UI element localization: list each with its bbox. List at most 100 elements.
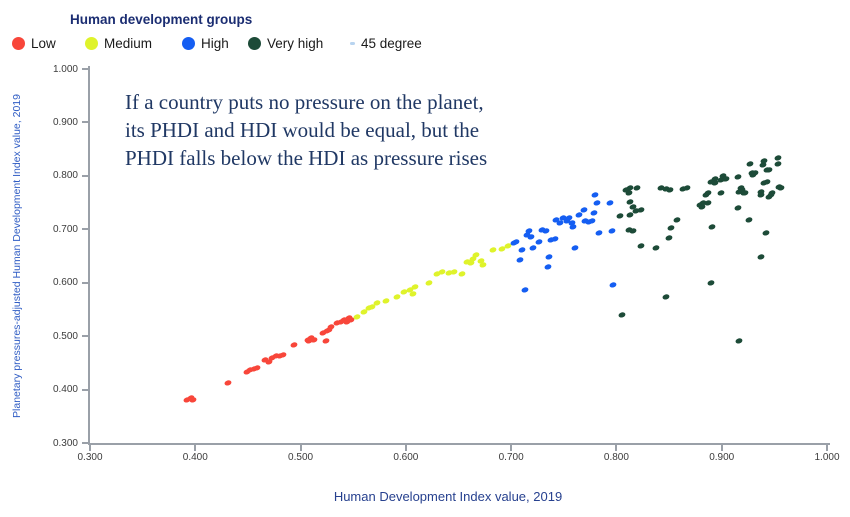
data-point-very-high: [633, 184, 642, 192]
data-point-medium: [409, 290, 418, 298]
data-point-very-high: [716, 189, 725, 198]
data-point-very-high: [652, 244, 661, 252]
data-point-low: [310, 336, 319, 344]
low-marker-icon: [12, 36, 25, 50]
data-point-very-high: [733, 173, 742, 181]
high-marker-icon: [182, 36, 195, 50]
data-point-high: [544, 252, 554, 261]
data-point-very-high: [667, 224, 676, 232]
data-point-low: [223, 379, 233, 387]
legend-item-label: Medium: [104, 35, 153, 51]
data-point-very-high: [756, 191, 765, 199]
data-point-very-high: [665, 186, 675, 194]
data-point-high: [594, 229, 603, 237]
x-tick-label: 0.700: [498, 452, 524, 463]
y-axis-line: [88, 66, 90, 445]
y-tick-label: 0.600: [52, 277, 78, 289]
data-point-very-high: [746, 160, 755, 168]
y-tick-label: 0.800: [52, 170, 78, 182]
data-point-very-high: [733, 204, 742, 212]
data-point-medium: [424, 279, 434, 287]
data-point-high: [579, 206, 588, 214]
data-point-very-high: [740, 189, 750, 198]
x-tick-label: 1.000: [814, 452, 840, 463]
legend-item-45-degree[interactable]: 45 degree: [350, 33, 422, 53]
data-point-high: [534, 238, 543, 246]
y-tick: [82, 388, 88, 391]
data-point-very-high: [617, 311, 626, 319]
y-tick: [82, 228, 88, 231]
legend-item-high[interactable]: High: [182, 33, 229, 53]
data-point-high: [541, 227, 551, 235]
data-point-low: [321, 337, 330, 346]
data-point-high: [527, 233, 536, 241]
data-point-low: [253, 364, 262, 372]
very-high-marker-icon: [248, 36, 261, 50]
data-point-high: [608, 227, 617, 235]
data-point-very-high: [773, 160, 782, 168]
y-tick-label: 0.900: [52, 116, 78, 128]
data-point-high: [609, 281, 618, 289]
45-degree-marker-icon: [350, 41, 355, 45]
legend-item-very-high[interactable]: Very high: [248, 33, 323, 53]
data-point-high: [517, 246, 526, 254]
y-tick-label: 1.000: [52, 63, 78, 75]
y-tick: [82, 68, 88, 70]
y-tick: [82, 442, 88, 444]
annotation-line-3: PHDI falls below the HDI as pressure ris…: [125, 146, 488, 170]
data-point-very-high: [664, 234, 674, 242]
legend: Low Medium High Very high 45 degree: [0, 33, 850, 53]
data-point-medium: [373, 299, 382, 307]
legend-item-low[interactable]: Low: [12, 33, 56, 53]
data-point-high: [571, 244, 580, 252]
data-point-high: [515, 256, 524, 264]
annotation-line-2: its PHDI and HDI would be equal, but the: [125, 118, 480, 142]
x-tick: [510, 445, 513, 451]
x-axis-title: Human Development Index value, 2019: [333, 489, 563, 504]
data-point-high: [591, 191, 600, 199]
medium-marker-icon: [85, 36, 98, 50]
data-point-very-high: [762, 178, 772, 186]
data-point-high: [569, 223, 578, 231]
data-point-low: [290, 341, 299, 349]
data-point-medium: [457, 270, 466, 278]
data-point-low: [189, 396, 198, 404]
data-point-very-high: [744, 216, 754, 224]
data-point-very-high: [707, 279, 716, 287]
data-point-very-high: [661, 293, 671, 301]
x-tick: [615, 445, 618, 451]
x-tick: [826, 445, 828, 451]
data-point-medium: [450, 268, 459, 276]
data-point-very-high: [708, 223, 717, 231]
x-tick: [404, 445, 407, 451]
data-point-very-high: [761, 229, 771, 237]
annotation-line-1: If a country puts no pressure on the pla…: [125, 90, 484, 114]
data-point-very-high: [721, 174, 731, 183]
y-tick: [82, 174, 88, 177]
x-tick-label: 0.500: [288, 452, 314, 463]
x-tick: [720, 445, 723, 451]
data-point-very-high: [764, 166, 774, 174]
x-tick: [299, 445, 302, 451]
data-point-medium: [411, 283, 420, 291]
data-point-very-high: [756, 252, 765, 261]
data-point-high: [520, 286, 529, 294]
y-tick: [82, 121, 88, 124]
data-point-high: [588, 217, 597, 225]
x-tick-label: 0.400: [182, 452, 208, 463]
data-point-very-high: [629, 227, 638, 235]
data-point-high: [593, 199, 602, 207]
y-tick: [82, 335, 88, 338]
data-point-very-high: [615, 212, 624, 221]
chart-annotation: If a country puts no pressure on the pla…: [125, 88, 625, 172]
y-tick-label: 0.300: [52, 437, 78, 449]
data-point-very-high: [682, 184, 692, 192]
legend-item-medium[interactable]: Medium: [85, 33, 152, 53]
y-tick: [82, 281, 88, 284]
legend-item-label: High: [201, 35, 229, 51]
data-point-high: [543, 263, 553, 271]
x-axis-line: [88, 443, 830, 445]
data-point-medium: [478, 261, 487, 269]
data-point-high: [529, 244, 538, 252]
y-tick-label: 0.700: [52, 223, 78, 235]
